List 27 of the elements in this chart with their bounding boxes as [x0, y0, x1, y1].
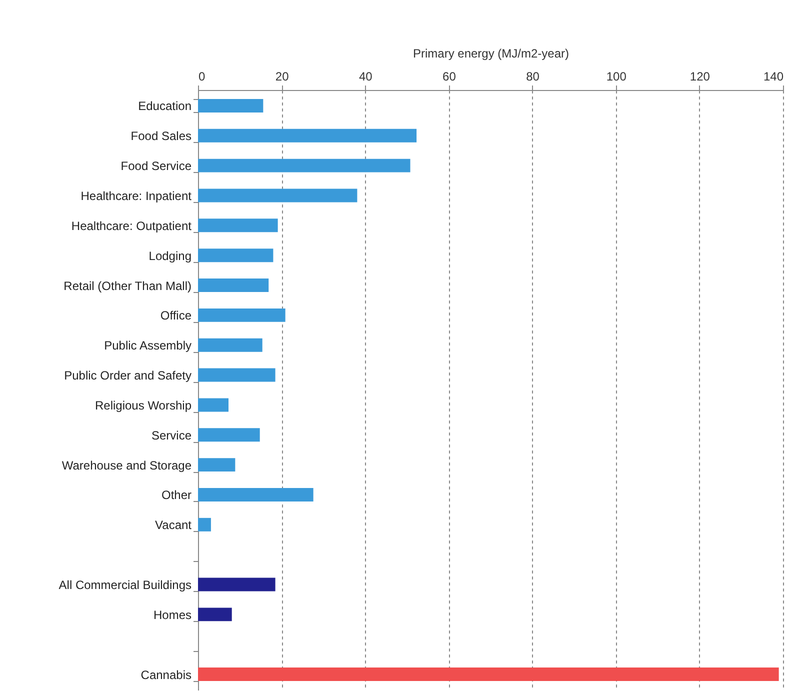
y-tick-label: Education	[138, 99, 192, 114]
x-tick-label: 20	[275, 70, 290, 84]
y-tick-label: Service	[151, 428, 192, 442]
y-tick-label: Healthcare: Inpatient	[80, 188, 192, 203]
y-tick-label: Food Sales	[130, 129, 192, 144]
x-tick-label: 120	[690, 70, 710, 84]
y-tick-label: Office	[160, 308, 192, 323]
x-tick-label: 80	[526, 70, 540, 84]
y-tick-label: All Commercial Buildings	[58, 578, 192, 592]
y-tick-label: Healthcare: Outpatient	[71, 218, 192, 233]
y-tick-label: Lodging	[148, 248, 192, 263]
x-tick-label: 140	[763, 70, 784, 84]
y-tick-label: Cannabis	[140, 668, 192, 682]
y-tick-label: Religious Worship	[95, 398, 192, 412]
y-tick-label: Public Order and Safety	[64, 368, 192, 383]
y-tick-label: Other	[161, 488, 192, 502]
x-tick-label: 40	[358, 70, 373, 84]
x-tick-label: 60	[442, 70, 456, 84]
y-tick-label: Retail (Other Than Mall)	[64, 278, 192, 293]
y-tick-label: Public Assembly	[104, 338, 192, 353]
y-tick-label: Food Service	[120, 159, 192, 174]
y-tick-label: Homes	[153, 608, 192, 622]
x-axis-title: Primary energy (MJ/m2-year)	[412, 46, 570, 60]
x-tick-label: 100	[606, 70, 627, 84]
y-tick-label: Vacant	[155, 518, 192, 532]
y-tick-label: Warehouse and Storage	[62, 458, 192, 472]
x-tick-label: 0	[198, 70, 206, 84]
